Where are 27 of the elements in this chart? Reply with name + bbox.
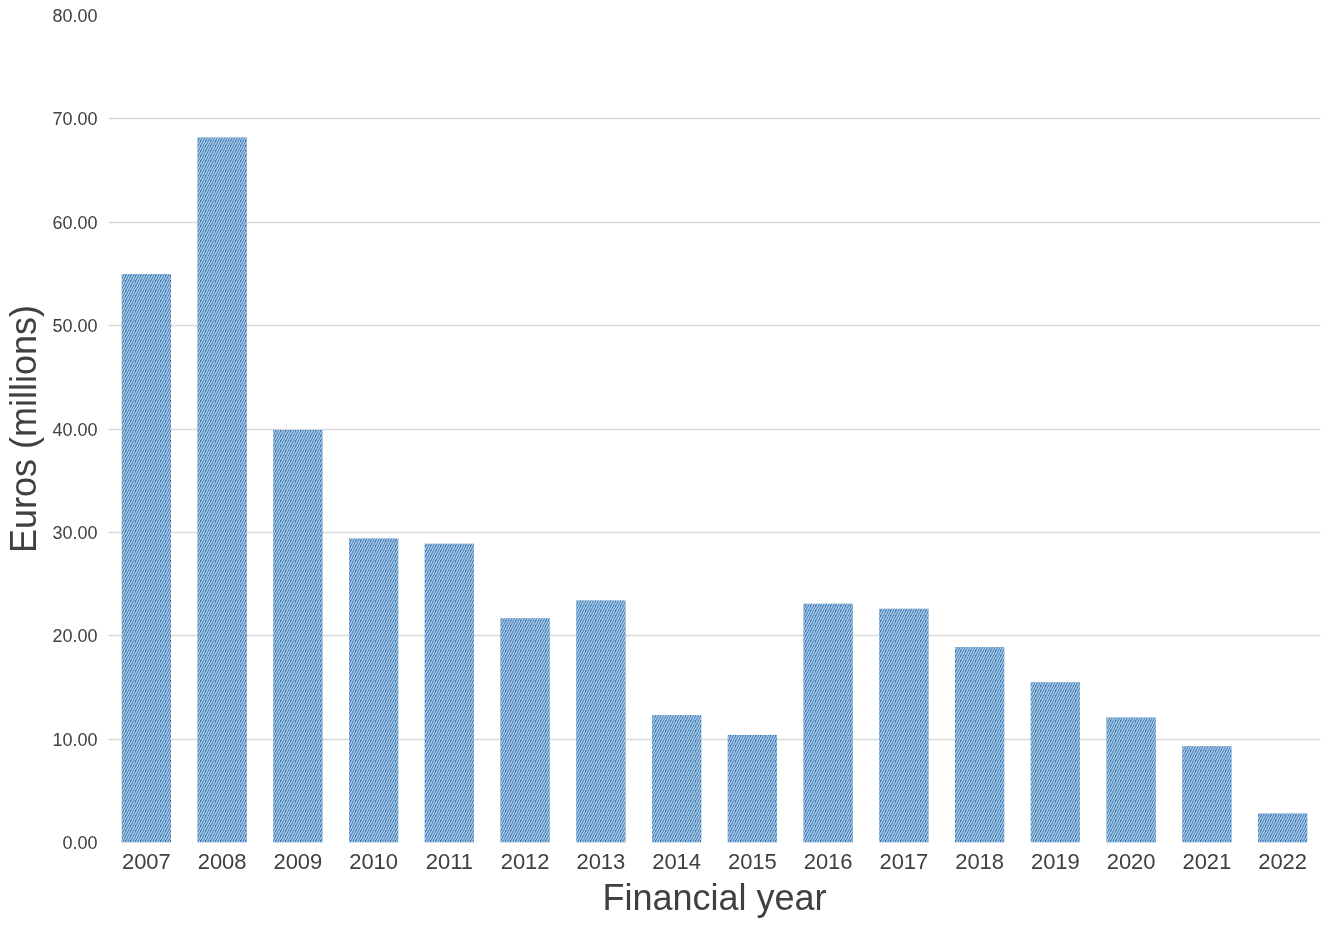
- y-axis-title: Euros (millions): [3, 304, 45, 554]
- x-tick-label: 2015: [727, 848, 777, 874]
- x-tick-label: 2008: [197, 848, 247, 874]
- x-tick-label: 2009: [273, 848, 323, 874]
- x-tick-label: 2010: [349, 848, 399, 874]
- y-tick-label: 50.00: [52, 316, 98, 337]
- x-tick-label: 2013: [576, 848, 626, 874]
- x-tick-label: 2021: [1182, 848, 1232, 874]
- x-tick-label: 2007: [121, 848, 171, 874]
- y-tick-label: 0.00: [62, 833, 98, 853]
- x-tick-label: 2016: [803, 848, 853, 874]
- x-tick-label: 2011: [425, 848, 474, 874]
- y-tick-label: 40.00: [52, 419, 98, 440]
- x-tick-label: 2017: [879, 848, 929, 874]
- x-tick-label: 2022: [1258, 848, 1308, 874]
- x-tick-label: 2018: [955, 848, 1005, 874]
- y-tick-label: 20.00: [52, 626, 98, 647]
- y-tick-label: 30.00: [52, 522, 98, 543]
- x-tick-label: 2020: [1106, 848, 1156, 874]
- x-tick-label: 2012: [500, 848, 550, 874]
- x-tick-label: 2019: [1030, 848, 1080, 874]
- y-tick-label: 70.00: [52, 109, 98, 130]
- y-tick-label: 60.00: [52, 212, 98, 233]
- y-tick-label: 10.00: [52, 729, 98, 750]
- y-tick-label: 80.00: [52, 6, 98, 26]
- x-axis-title: Financial year: [602, 876, 827, 918]
- x-tick-label: 2014: [652, 848, 702, 874]
